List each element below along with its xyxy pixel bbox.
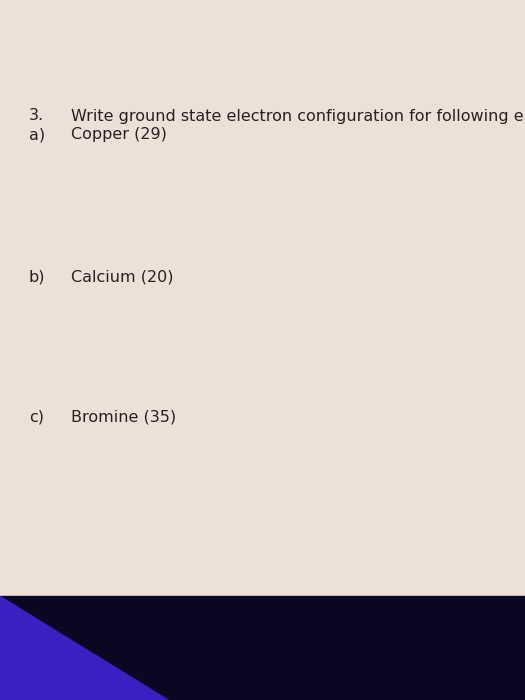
Text: 3.: 3. <box>29 108 44 123</box>
Text: Bromine (35): Bromine (35) <box>71 410 176 424</box>
Polygon shape <box>0 596 168 700</box>
Text: b): b) <box>29 270 45 284</box>
Text: Copper (29): Copper (29) <box>71 127 167 142</box>
Bar <box>0 596 525 700</box>
Text: a): a) <box>29 127 45 142</box>
Text: Write ground state electron configuration for following elements.: Write ground state electron configuratio… <box>71 108 525 123</box>
Text: Calcium (20): Calcium (20) <box>71 270 173 284</box>
Text: c): c) <box>29 410 44 424</box>
Bar <box>0 594 525 609</box>
